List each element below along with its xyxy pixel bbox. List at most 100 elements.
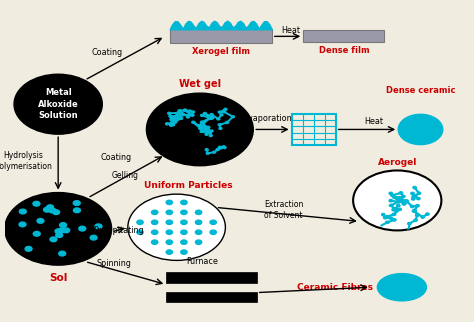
Circle shape — [218, 111, 221, 113]
Circle shape — [202, 130, 205, 132]
Circle shape — [198, 125, 201, 127]
Circle shape — [224, 108, 227, 110]
Circle shape — [44, 207, 51, 212]
Circle shape — [394, 197, 398, 199]
Circle shape — [79, 226, 86, 231]
Circle shape — [402, 203, 406, 205]
Circle shape — [201, 114, 204, 117]
Circle shape — [171, 116, 173, 118]
Circle shape — [416, 204, 419, 207]
Circle shape — [199, 127, 201, 129]
Circle shape — [170, 118, 173, 120]
Text: Hydrolysis
Polymerisation: Hydrolysis Polymerisation — [0, 151, 52, 171]
Circle shape — [200, 130, 203, 132]
Circle shape — [199, 124, 202, 126]
Circle shape — [165, 123, 169, 125]
Circle shape — [210, 130, 213, 132]
Circle shape — [172, 124, 174, 126]
Circle shape — [411, 192, 414, 194]
Circle shape — [195, 210, 202, 214]
Circle shape — [173, 119, 175, 122]
Circle shape — [33, 232, 40, 236]
Circle shape — [206, 152, 209, 154]
Circle shape — [181, 220, 187, 224]
Text: Extraction
of Solvent: Extraction of Solvent — [264, 200, 303, 220]
Circle shape — [217, 118, 220, 120]
Circle shape — [219, 128, 222, 129]
Bar — [170, 29, 272, 43]
Text: Sol: Sol — [49, 273, 67, 283]
Circle shape — [73, 208, 81, 213]
Circle shape — [188, 110, 191, 112]
Circle shape — [207, 126, 210, 128]
Circle shape — [19, 222, 26, 227]
Circle shape — [205, 133, 208, 135]
Circle shape — [389, 192, 392, 194]
Circle shape — [188, 114, 191, 116]
Circle shape — [177, 112, 180, 114]
Circle shape — [211, 116, 214, 118]
Circle shape — [63, 228, 70, 233]
Circle shape — [25, 247, 32, 251]
Text: Dense film: Dense film — [319, 46, 369, 55]
Circle shape — [205, 128, 208, 130]
Circle shape — [166, 220, 173, 224]
Circle shape — [417, 192, 420, 194]
Circle shape — [223, 147, 226, 148]
Circle shape — [412, 210, 416, 212]
Circle shape — [210, 135, 212, 137]
Circle shape — [206, 131, 209, 133]
Text: Ceramic Fibres: Ceramic Fibres — [297, 283, 373, 292]
Circle shape — [205, 149, 208, 151]
Bar — [166, 292, 257, 302]
Circle shape — [73, 201, 80, 205]
Circle shape — [183, 109, 187, 111]
Circle shape — [60, 223, 66, 227]
Circle shape — [173, 121, 176, 123]
Text: Spinning: Spinning — [97, 259, 131, 268]
Text: Coating: Coating — [91, 48, 122, 57]
Circle shape — [397, 200, 401, 203]
Circle shape — [413, 186, 416, 189]
Circle shape — [203, 112, 206, 115]
Circle shape — [231, 116, 234, 118]
Circle shape — [173, 119, 177, 121]
Circle shape — [90, 235, 97, 240]
Circle shape — [392, 213, 396, 215]
Circle shape — [171, 116, 173, 118]
Circle shape — [170, 118, 173, 120]
Circle shape — [173, 118, 175, 119]
Circle shape — [417, 197, 420, 200]
Bar — [166, 272, 257, 282]
Circle shape — [181, 210, 187, 214]
Text: Uniform Particles: Uniform Particles — [144, 181, 233, 190]
Circle shape — [395, 209, 398, 212]
Circle shape — [37, 219, 44, 223]
Circle shape — [146, 93, 253, 166]
Ellipse shape — [377, 274, 427, 301]
Circle shape — [416, 214, 419, 216]
Circle shape — [201, 121, 203, 123]
Circle shape — [204, 130, 208, 132]
Circle shape — [389, 200, 392, 202]
Circle shape — [202, 124, 205, 126]
Circle shape — [213, 151, 216, 153]
Circle shape — [390, 204, 393, 206]
Circle shape — [56, 233, 63, 237]
Circle shape — [210, 220, 216, 224]
Circle shape — [181, 200, 187, 204]
Text: Wet gel: Wet gel — [179, 79, 221, 90]
Circle shape — [166, 230, 173, 234]
Circle shape — [195, 240, 202, 244]
Circle shape — [137, 230, 143, 234]
Circle shape — [412, 196, 415, 198]
Circle shape — [166, 200, 173, 204]
Circle shape — [50, 237, 57, 242]
Text: Furnace: Furnace — [186, 257, 218, 266]
Circle shape — [195, 230, 202, 234]
Circle shape — [208, 118, 210, 119]
Circle shape — [166, 250, 173, 254]
Circle shape — [5, 193, 111, 265]
Circle shape — [46, 205, 54, 210]
Circle shape — [209, 132, 211, 134]
